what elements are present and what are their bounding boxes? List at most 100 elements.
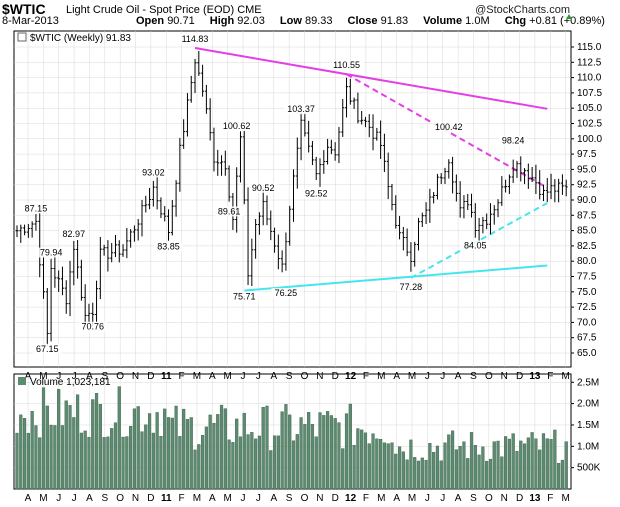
volume-bar	[83, 430, 87, 490]
volume-bar	[394, 453, 398, 490]
volume-bar	[132, 408, 137, 490]
price-bar	[174, 180, 178, 217]
volume-bar	[318, 412, 322, 490]
month-tick-label: D	[516, 493, 523, 504]
volume-bar	[526, 437, 530, 490]
price-bar	[382, 133, 386, 173]
annotation-label: 79.94	[40, 248, 63, 258]
price-bar	[144, 195, 148, 213]
volume-bar	[307, 412, 311, 490]
price-legend-text: $WTIC (Weekly) 91.83	[30, 33, 131, 44]
price-bar	[189, 75, 193, 103]
price-bar	[129, 229, 133, 248]
volume-bar	[159, 436, 163, 490]
price-annotation: 114.83	[178, 34, 213, 45]
price-tick-label: 67.5	[577, 333, 597, 344]
price-annotation: 100.42	[431, 122, 466, 133]
price-bar	[477, 217, 481, 243]
month-tick-label: J	[256, 371, 261, 382]
close-value: 91.83	[380, 15, 409, 27]
month-tick-label: D	[332, 371, 339, 382]
annotation-label: 67.15	[36, 344, 59, 354]
price-bar	[356, 92, 360, 124]
volume-bar	[276, 435, 280, 490]
month-tick-label: F	[179, 493, 185, 504]
annotation-bg	[138, 167, 168, 178]
month-tick-label: D	[332, 493, 339, 504]
price-annotation: 110.55	[329, 60, 364, 71]
volume-bar	[60, 425, 65, 490]
low-item: Low 89.33	[280, 15, 339, 27]
price-bar	[394, 195, 398, 229]
volume-bar	[45, 405, 49, 490]
price-bar	[30, 221, 34, 238]
price-bar	[492, 205, 496, 225]
price-bar	[288, 205, 292, 246]
price-bar	[360, 111, 364, 125]
month-tick-label: A	[393, 493, 400, 504]
price-bar	[314, 156, 318, 180]
price-tick-label: 110.0	[577, 73, 602, 84]
price-bar	[470, 193, 474, 218]
year-tick-label: 11	[161, 493, 172, 504]
price-annotation: 70.76	[78, 321, 108, 332]
price-tick-label: 105.0	[577, 103, 602, 114]
price-bar	[276, 234, 280, 270]
volume-bar	[235, 418, 239, 490]
price-bar	[197, 50, 201, 76]
month-tick-label: S	[470, 493, 477, 504]
price-bar	[413, 241, 417, 267]
price-bar	[485, 213, 489, 230]
volume-bar	[504, 436, 508, 490]
high-label: High	[209, 15, 235, 27]
volume-bar	[530, 432, 534, 490]
volume-bar	[432, 451, 436, 490]
month-tick-label: F	[363, 371, 369, 382]
price-bar	[235, 167, 239, 233]
volume-bar	[409, 439, 413, 490]
volume-bar	[371, 433, 375, 490]
volume-bar	[212, 423, 216, 490]
price-bars	[15, 50, 568, 346]
volume-bar	[246, 434, 250, 490]
symbol: $WTIC	[2, 1, 46, 17]
price-bar	[163, 206, 167, 222]
brand-name[interactable]: @StockCharts.com	[475, 4, 570, 16]
volume-bar	[507, 438, 511, 490]
quote-row: 8-Mar-2013 Open 90.71 High 92.03 Low 89.…	[0, 15, 620, 29]
price-bar	[481, 216, 485, 234]
price-annotation: 87.15	[21, 203, 51, 214]
volume-bar	[397, 446, 402, 490]
volume-tick-label: 1.5M	[577, 420, 599, 431]
price-bar	[110, 243, 114, 263]
volume-bar	[401, 451, 405, 490]
month-tick-label: A	[455, 493, 462, 504]
price-bar	[523, 168, 527, 185]
month-tick-label: M	[39, 371, 47, 382]
volume-bar	[197, 444, 201, 490]
volume-bar	[481, 446, 485, 490]
price-bar	[519, 156, 523, 182]
price-bar	[34, 214, 38, 231]
volume-bar	[367, 443, 371, 490]
price-annotation: 82.97	[59, 229, 89, 240]
price-bar	[345, 77, 349, 118]
month-tick-label: N	[501, 493, 508, 504]
price-tick-label: 107.5	[577, 88, 602, 99]
price-bar	[136, 219, 140, 241]
volume-bar	[450, 430, 455, 490]
price-bar	[227, 165, 231, 202]
year-tick-label: 12	[345, 371, 357, 382]
volume-bar	[106, 436, 110, 490]
price-bar	[132, 225, 136, 242]
open-label: Open	[136, 15, 165, 27]
month-tick-label: A	[270, 371, 277, 382]
price-bar	[220, 155, 224, 176]
month-tick-label: A	[86, 371, 93, 382]
price-bar	[439, 173, 443, 185]
price-bar	[541, 184, 545, 202]
volume-bar	[322, 415, 326, 490]
volume-tick-label: 2.0M	[577, 399, 599, 410]
volume-bar	[216, 414, 220, 490]
